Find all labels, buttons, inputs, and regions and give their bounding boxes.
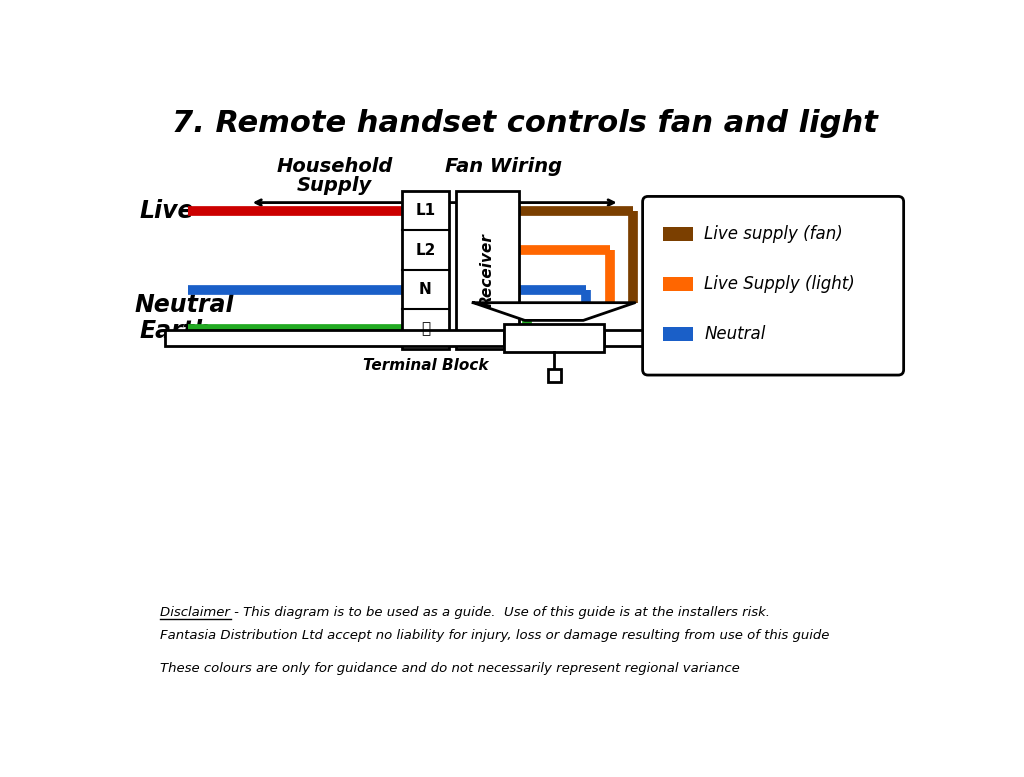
Bar xyxy=(401,191,450,349)
Text: Supply: Supply xyxy=(297,176,373,195)
Text: Household: Household xyxy=(276,157,393,176)
Text: L1: L1 xyxy=(416,204,435,218)
Bar xyxy=(456,191,518,349)
Bar xyxy=(664,277,692,291)
Text: Fan Wiring: Fan Wiring xyxy=(445,157,562,176)
Bar xyxy=(548,369,560,382)
Text: Neutral: Neutral xyxy=(134,293,234,317)
Bar xyxy=(504,324,604,352)
FancyBboxPatch shape xyxy=(643,197,903,375)
Text: L2: L2 xyxy=(416,242,435,258)
Polygon shape xyxy=(473,303,635,320)
Text: Receiver: Receiver xyxy=(479,233,495,307)
Text: These colours are only for guidance and do not necessarily represent regional va: These colours are only for guidance and … xyxy=(160,662,739,675)
Text: Earth: Earth xyxy=(140,319,212,343)
Text: 7. Remote handset controls fan and light: 7. Remote handset controls fan and light xyxy=(172,109,878,138)
Bar xyxy=(664,227,692,241)
Text: N: N xyxy=(419,282,432,297)
Text: ⏚: ⏚ xyxy=(421,322,430,336)
Text: Live Supply (light): Live Supply (light) xyxy=(705,275,855,293)
Text: Disclaimer - This diagram is to be used as a guide.  Use of this guide is at the: Disclaimer - This diagram is to be used … xyxy=(160,607,770,619)
Text: Terminal Block: Terminal Block xyxy=(362,358,488,373)
Text: Live: Live xyxy=(140,199,195,223)
Text: Neutral: Neutral xyxy=(705,326,766,343)
Bar xyxy=(664,327,692,341)
Text: Live supply (fan): Live supply (fan) xyxy=(705,225,843,243)
Bar xyxy=(165,330,504,346)
Bar xyxy=(604,330,882,346)
Text: Fantasia Distribution Ltd accept no liability for injury, loss or damage resulti: Fantasia Distribution Ltd accept no liab… xyxy=(160,629,829,642)
